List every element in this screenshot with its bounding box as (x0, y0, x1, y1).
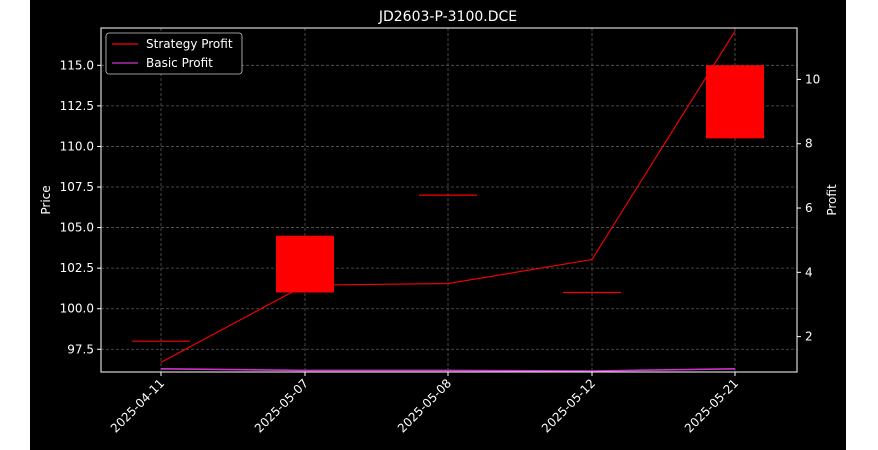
right-axis-label: Profit (825, 184, 839, 216)
left-tick-label: 110.0 (60, 139, 94, 153)
basic-profit-line (160, 368, 736, 372)
left-tick-label: 107.5 (60, 180, 94, 194)
left-tick-label: 97.5 (67, 342, 94, 356)
chart-title: JD2603-P-3100.DCE (378, 9, 517, 25)
right-axis: 2 4 6 8 10 (797, 72, 820, 344)
legend-label-strategy-profit: Strategy Profit (146, 37, 233, 51)
right-tick-label: 4 (805, 265, 813, 279)
candle (706, 65, 764, 139)
legend-label-basic-profit: Basic Profit (146, 56, 213, 70)
left-tick-label: 102.5 (60, 261, 94, 275)
strategy-profit-line (160, 30, 736, 363)
right-tick-label: 10 (805, 72, 820, 86)
right-tick-label: 6 (805, 201, 813, 215)
legend-box (105, 32, 243, 75)
left-tick-label: 115.0 (60, 58, 94, 72)
plot-frame (100, 27, 798, 373)
right-tick-label: 8 (805, 137, 813, 151)
legend: Strategy Profit Basic Profit (105, 32, 243, 75)
candle (276, 235, 334, 293)
left-tick-label: 105.0 (60, 221, 94, 235)
left-axis: 97.5 100.0 102.5 105.0 107.5 110.0 112.5 115.0 (60, 58, 101, 356)
left-tick-label: 112.5 (60, 99, 94, 113)
candles (132, 65, 764, 342)
left-tick-label: 100.0 (60, 302, 94, 316)
left-axis-label: Price (39, 185, 53, 214)
profit-lines (160, 30, 736, 372)
right-tick-label: 2 (805, 330, 813, 344)
